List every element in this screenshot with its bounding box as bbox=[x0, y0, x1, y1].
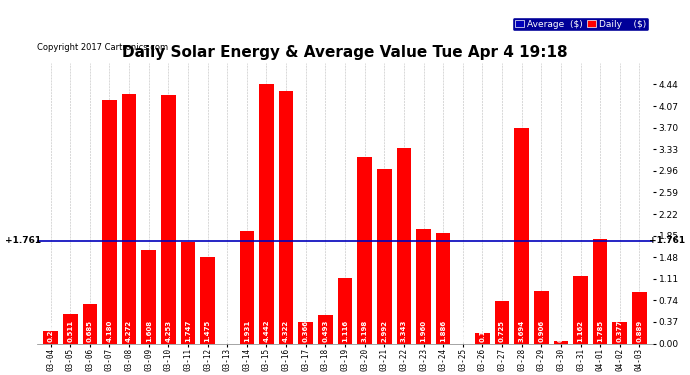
Text: 0.889: 0.889 bbox=[636, 320, 642, 342]
Text: 2.992: 2.992 bbox=[382, 320, 387, 342]
Bar bbox=[181, 242, 195, 344]
Text: 0.208: 0.208 bbox=[48, 320, 54, 342]
Text: 4.322: 4.322 bbox=[283, 320, 289, 342]
Bar bbox=[436, 234, 451, 344]
Bar bbox=[514, 128, 529, 344]
Text: 0.186: 0.186 bbox=[480, 320, 485, 342]
Bar bbox=[632, 292, 647, 344]
Bar bbox=[298, 322, 313, 344]
Bar bbox=[259, 84, 274, 344]
Bar bbox=[200, 258, 215, 344]
Text: 0.493: 0.493 bbox=[322, 320, 328, 342]
Bar bbox=[416, 229, 431, 344]
Bar bbox=[63, 314, 77, 344]
Bar bbox=[161, 95, 176, 344]
Bar bbox=[377, 169, 392, 344]
Bar bbox=[318, 315, 333, 344]
Text: 1.116: 1.116 bbox=[342, 320, 348, 342]
Text: 4.442: 4.442 bbox=[264, 320, 270, 342]
Text: 0.038: 0.038 bbox=[558, 320, 564, 342]
Bar bbox=[357, 157, 372, 344]
Text: Copyright 2017 Cartronics.com: Copyright 2017 Cartronics.com bbox=[37, 43, 168, 52]
Bar bbox=[279, 92, 293, 344]
Bar bbox=[337, 278, 353, 344]
Text: 0.366: 0.366 bbox=[303, 320, 308, 342]
Text: 4.253: 4.253 bbox=[166, 320, 171, 342]
Bar bbox=[553, 341, 569, 344]
Text: 0.377: 0.377 bbox=[617, 320, 623, 342]
Bar bbox=[102, 100, 117, 344]
Text: 3.198: 3.198 bbox=[362, 320, 368, 342]
Text: +1.761: +1.761 bbox=[649, 236, 685, 245]
Text: 1.608: 1.608 bbox=[146, 320, 152, 342]
Legend: Average  ($), Daily    ($): Average ($), Daily ($) bbox=[512, 17, 649, 31]
Text: 1.747: 1.747 bbox=[185, 320, 191, 342]
Text: 0.000: 0.000 bbox=[224, 320, 230, 342]
Text: 0.906: 0.906 bbox=[538, 320, 544, 342]
Text: 0.725: 0.725 bbox=[499, 320, 505, 342]
Text: 1.785: 1.785 bbox=[597, 320, 603, 342]
Bar bbox=[43, 332, 58, 344]
Bar bbox=[121, 94, 137, 344]
Text: 1.162: 1.162 bbox=[578, 320, 584, 342]
Text: 4.272: 4.272 bbox=[126, 320, 132, 342]
Bar bbox=[239, 231, 254, 344]
Bar bbox=[397, 148, 411, 344]
Bar bbox=[495, 301, 509, 344]
Text: 1.931: 1.931 bbox=[244, 320, 250, 342]
Title: Daily Solar Energy & Average Value Tue Apr 4 19:18: Daily Solar Energy & Average Value Tue A… bbox=[122, 45, 568, 60]
Bar bbox=[573, 276, 588, 344]
Bar bbox=[141, 250, 156, 344]
Text: 3.694: 3.694 bbox=[519, 320, 524, 342]
Text: 0.000: 0.000 bbox=[460, 320, 466, 342]
Bar bbox=[613, 321, 627, 344]
Text: 1.886: 1.886 bbox=[440, 320, 446, 342]
Text: 4.180: 4.180 bbox=[106, 320, 112, 342]
Text: 1.960: 1.960 bbox=[420, 320, 426, 342]
Text: +1.761: +1.761 bbox=[5, 236, 41, 245]
Bar bbox=[593, 239, 607, 344]
Text: 1.475: 1.475 bbox=[205, 320, 210, 342]
Bar bbox=[475, 333, 490, 344]
Bar bbox=[83, 304, 97, 344]
Text: 3.343: 3.343 bbox=[401, 320, 407, 342]
Text: 0.685: 0.685 bbox=[87, 320, 93, 342]
Bar bbox=[534, 291, 549, 344]
Text: 0.511: 0.511 bbox=[67, 320, 73, 342]
